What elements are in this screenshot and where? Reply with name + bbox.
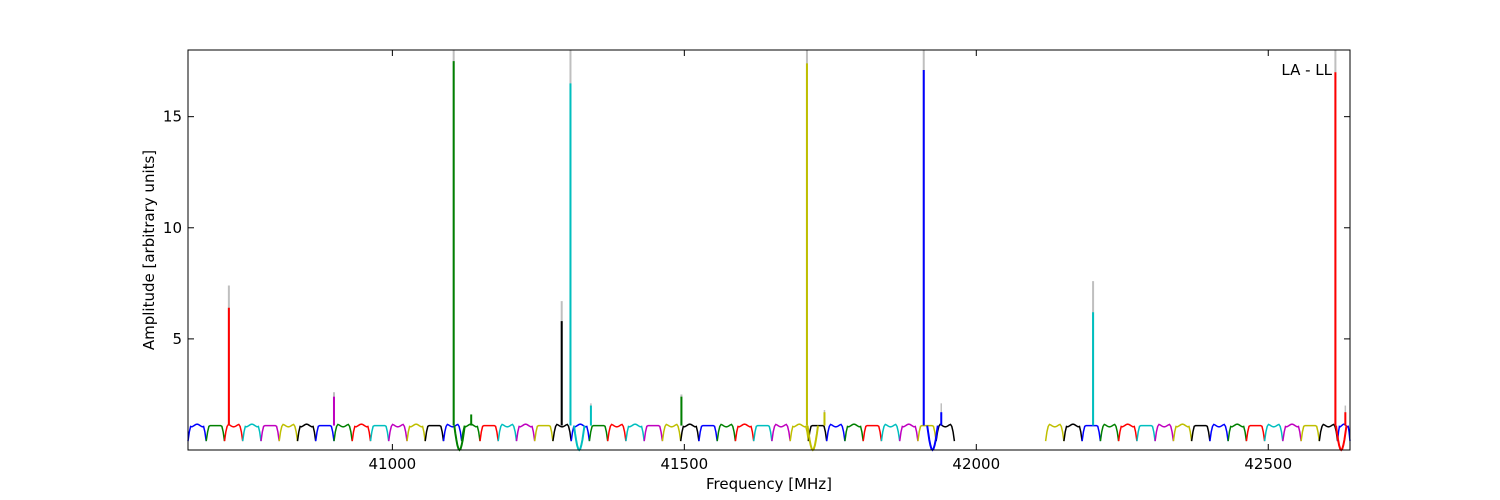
baseline-segment (679, 423, 700, 442)
baseline-segment (515, 423, 536, 442)
baseline-segment (1081, 424, 1102, 442)
baseline-segment (296, 423, 317, 442)
baseline-segment (825, 423, 846, 442)
x-tick-label: 41500 (660, 455, 708, 473)
baseline-segment (1209, 423, 1229, 442)
baseline-segment (1136, 424, 1156, 442)
x-axis-label: Frequency [MHz] (706, 475, 832, 493)
chart-annotation: LA - LL (1281, 61, 1332, 79)
baseline-segment (241, 423, 262, 442)
baseline-segment (1245, 424, 1266, 442)
baseline-segment (333, 423, 353, 442)
x-tick-label: 42000 (952, 455, 1000, 473)
baseline-segment (716, 423, 737, 442)
y-axis-label: Amplitude [arbitrary units] (140, 150, 158, 350)
baseline-segment (260, 424, 280, 442)
baseline-segment (771, 423, 791, 442)
baseline-segment (552, 423, 572, 442)
baseline-segment (1300, 424, 1321, 442)
baseline-segment (223, 423, 244, 442)
baseline-segment (935, 423, 956, 442)
baseline-segment (734, 423, 755, 442)
baseline-segment (424, 424, 445, 442)
baseline-segment (1154, 423, 1175, 442)
baseline-segment (1336, 423, 1351, 442)
baseline-segment (387, 423, 408, 442)
baseline-segment (205, 424, 226, 442)
tick-layer: 41000 41500 42000 42500 5 10 15 (163, 50, 1350, 473)
baseline-segment (1190, 424, 1211, 442)
baseline-segment (1227, 423, 1248, 442)
baseline-segment (1044, 423, 1065, 442)
baseline-segment (643, 424, 664, 442)
baseline-segment (698, 424, 718, 442)
baseline-segment (497, 423, 518, 442)
baseline-segment (1172, 423, 1193, 442)
baseline-segment (1117, 423, 1138, 442)
baseline-segment (351, 423, 372, 442)
y-tick-label: 5 (172, 330, 182, 348)
baseline-segment (278, 423, 299, 442)
plot-area (188, 50, 1350, 450)
baseline-segment (187, 423, 207, 442)
plot-frame (187, 49, 1351, 451)
baseline-segment (789, 423, 810, 442)
baseline-segment (588, 424, 609, 442)
baseline-segment (917, 424, 937, 442)
baseline-segment (752, 424, 773, 442)
baseline-segment (1282, 423, 1302, 442)
baseline-segment (1063, 423, 1083, 442)
baseline-segment (1318, 423, 1339, 442)
series-layer (187, 50, 1351, 452)
baseline-segment (898, 423, 919, 442)
baseline-segment (369, 424, 390, 442)
baseline-segment (625, 423, 645, 442)
baseline-segment (661, 423, 682, 442)
baseline-segment (479, 424, 499, 442)
baseline-segment (314, 424, 335, 442)
x-tick-label: 41000 (369, 455, 417, 473)
y-tick-label: 10 (163, 219, 182, 237)
baseline-segment (844, 423, 864, 442)
x-tick-label: 42500 (1244, 455, 1292, 473)
baseline-segment (880, 423, 901, 442)
baseline-segment (862, 424, 883, 442)
baseline-segment (442, 423, 463, 442)
baseline-segment (1263, 423, 1284, 442)
baseline-segment (1099, 423, 1120, 442)
baseline-segment (606, 423, 627, 442)
baseline-segment (406, 423, 426, 442)
y-tick-label: 15 (163, 108, 182, 126)
baseline-segment (533, 424, 554, 442)
